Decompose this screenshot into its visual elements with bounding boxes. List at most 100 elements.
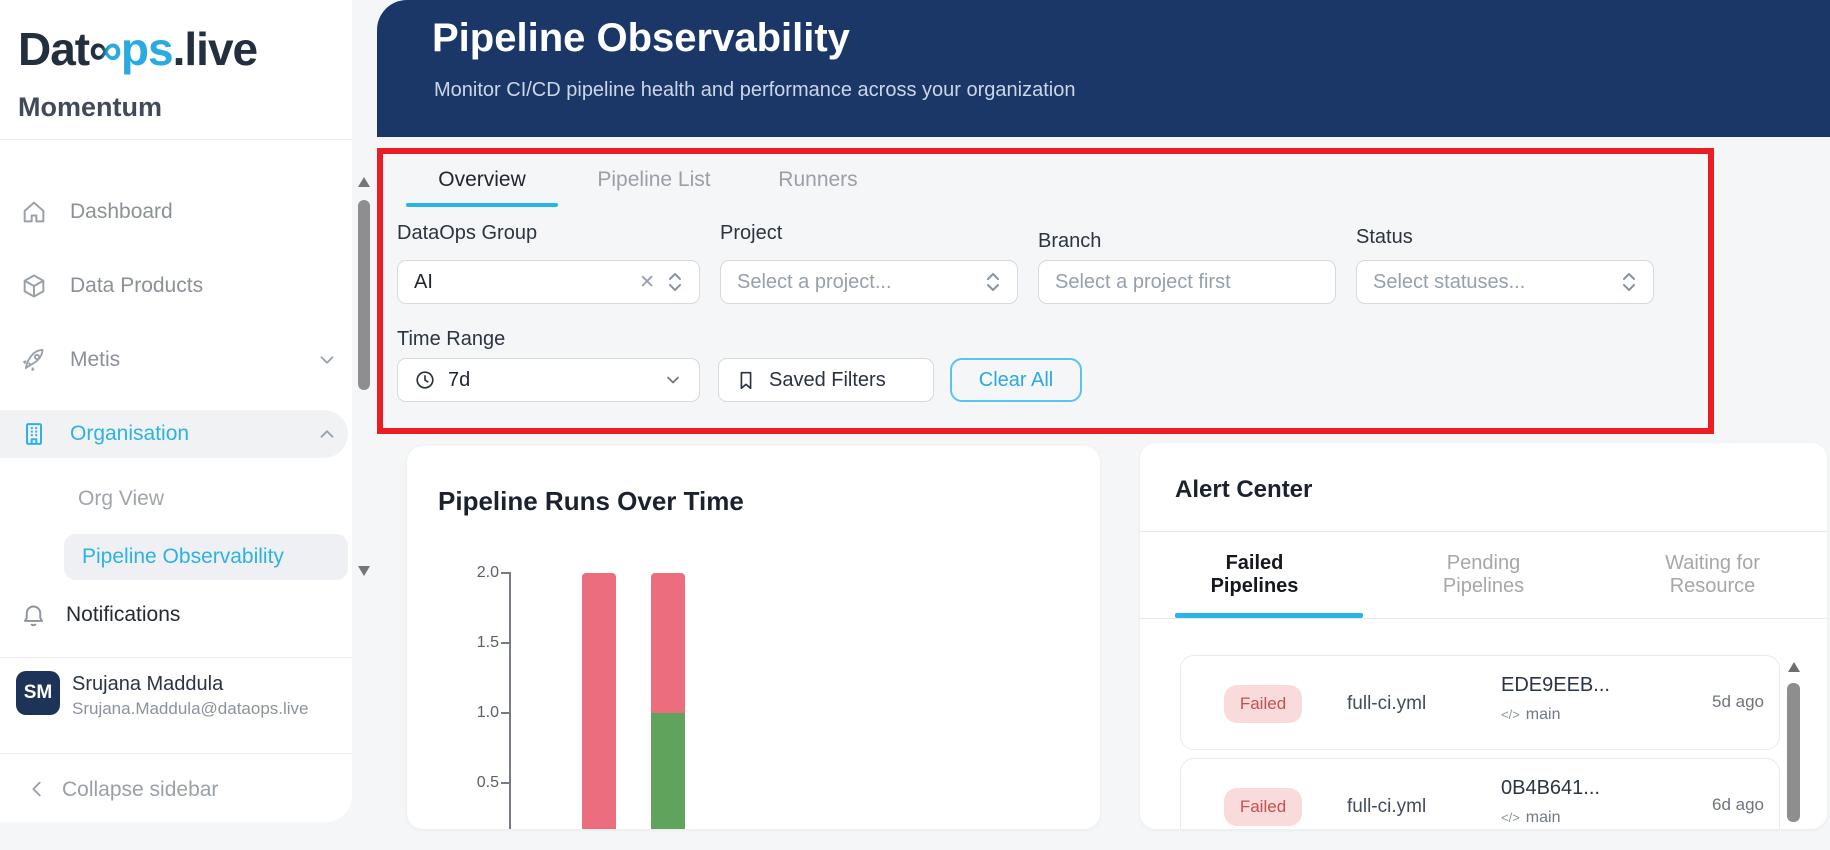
sidebar-item-pipeline-observability[interactable]: Pipeline Observability	[64, 534, 348, 580]
page-title: Pipeline Observability	[432, 16, 850, 60]
project-select[interactable]: Select a project...	[720, 260, 1018, 304]
alert-center-card: Alert Center Failed Pipelines Pending Pi…	[1140, 443, 1827, 829]
building-icon	[20, 420, 48, 448]
y-tick-label: 2.0	[476, 564, 499, 581]
tab-overview[interactable]: Overview	[406, 152, 558, 207]
status-label: Status	[1356, 226, 1413, 248]
time-range-select[interactable]: 7d	[397, 358, 700, 402]
alert-tabs: Failed Pipelines Pending Pipelines Waiti…	[1140, 532, 1827, 618]
code-icon: </>	[1501, 810, 1520, 825]
alert-tab-label: Pending Pipelines	[1442, 552, 1525, 597]
bar-segment-failed	[582, 573, 616, 829]
alert-list-item[interactable]: Failed full-ci.yml 0B4B641... </> main 6d…	[1180, 758, 1780, 829]
branch-select[interactable]: Select a project first	[1038, 260, 1336, 304]
clear-selection-icon[interactable]: ✕	[639, 271, 655, 293]
rocket-icon	[20, 346, 48, 374]
status-select[interactable]: Select statuses...	[1356, 260, 1654, 304]
collapse-sidebar-button[interactable]: Collapse sidebar	[0, 768, 352, 812]
tab-pipeline-list[interactable]: Pipeline List	[574, 152, 734, 207]
cube-icon	[20, 272, 48, 300]
chart-title: Pipeline Runs Over Time	[438, 486, 744, 516]
alert-tab-label: Failed Pipelines	[1210, 552, 1299, 597]
sidebar-item-label: Notifications	[66, 603, 181, 626]
user-name: Srujana Maddula	[72, 673, 224, 695]
sidebar-item-label: Dashboard	[70, 200, 173, 223]
tab-label: Overview	[438, 167, 526, 191]
alert-center-title: Alert Center	[1175, 476, 1313, 503]
y-tick-label: 1.5	[476, 634, 499, 651]
active-tab-underline	[406, 203, 558, 207]
tab-failed-pipelines[interactable]: Failed Pipelines	[1140, 532, 1369, 618]
collapse-sidebar-label: Collapse sidebar	[62, 778, 219, 801]
sidebar-item-dashboard[interactable]: Dashboard	[0, 188, 352, 236]
branch-name: main	[1525, 706, 1561, 723]
clear-all-label: Clear All	[978, 368, 1054, 391]
sidebar-item-data-products[interactable]: Data Products	[0, 262, 352, 310]
sidebar-subitem-label: Pipeline Observability	[82, 545, 284, 568]
dataops-live-logo: Dat∞ps.live	[18, 22, 258, 76]
time-range-label: Time Range	[397, 328, 506, 350]
page-header: Pipeline Observability Monitor CI/CD pip…	[377, 0, 1830, 137]
code-icon: </>	[1501, 707, 1520, 722]
sidebar-divider	[0, 657, 352, 658]
logo-text: Dat	[18, 23, 90, 75]
page-subtitle: Monitor CI/CD pipeline health and perfor…	[434, 79, 1076, 101]
alert-scroll-up-arrow[interactable]	[1788, 662, 1800, 672]
product-name: Momentum	[18, 92, 162, 122]
commit-hash: EDE9EEB...	[1501, 674, 1610, 696]
sidebar-item-notifications[interactable]: Notifications	[0, 593, 352, 637]
y-tick-mark	[501, 782, 511, 784]
clock-icon	[414, 369, 436, 391]
tab-waiting-for-resource[interactable]: Waiting for Resource	[1598, 532, 1827, 618]
status-placeholder: Select statuses...	[1373, 270, 1526, 293]
combobox-updown-icon	[985, 269, 1001, 295]
user-email: Srujana.Maddula@dataops.live	[72, 699, 309, 718]
branch-name: main	[1525, 809, 1561, 826]
divider	[1140, 531, 1827, 532]
divider	[1140, 618, 1827, 619]
alert-tab-label: Waiting for Resource	[1665, 552, 1760, 597]
alert-scrollbar-thumb[interactable]	[1787, 683, 1800, 822]
status-badge: Failed	[1224, 788, 1302, 826]
chevron-down-icon	[316, 349, 338, 371]
alert-list-item[interactable]: Failed full-ci.yml EDE9EEB... </> main 5d…	[1180, 655, 1780, 750]
avatar[interactable]: SM	[16, 671, 60, 715]
sidebar-item-organisation[interactable]: Organisation	[0, 410, 348, 458]
sidebar-item-org-view[interactable]: Org View	[0, 475, 352, 523]
branch-label: Branch	[1038, 230, 1102, 252]
dataops-group-value: AI	[414, 270, 433, 293]
sidebar-scrollbar-thumb[interactable]	[358, 200, 370, 390]
bell-icon	[20, 602, 47, 629]
sidebar-item-label: Organisation	[70, 422, 190, 445]
pipeline-runs-card: Pipeline Runs Over Time 2.0 1.5 1.0 0.5	[407, 446, 1100, 829]
clear-all-button[interactable]: Clear All	[950, 358, 1082, 402]
tab-pending-pipelines[interactable]: Pending Pipelines	[1369, 532, 1598, 618]
sidebar-scroll-up-arrow[interactable]	[358, 177, 370, 187]
sidebar-divider	[0, 139, 352, 140]
home-icon	[20, 198, 48, 226]
bar-segment-failed	[651, 573, 685, 713]
status-badge: Failed	[1224, 685, 1302, 723]
y-tick-label: 1.0	[476, 704, 499, 721]
timestamp: 5d ago	[1712, 692, 1764, 711]
sidebar-item-metis[interactable]: Metis	[0, 336, 352, 384]
branch-placeholder: Select a project first	[1055, 270, 1231, 293]
sidebar-subitem-label: Org View	[78, 487, 164, 510]
saved-filters-button[interactable]: Saved Filters	[718, 358, 934, 402]
bookmark-icon	[735, 369, 757, 391]
logo-text-cyan: ps	[120, 23, 174, 75]
dataops-group-label: DataOps Group	[397, 222, 538, 244]
chevron-down-icon	[663, 370, 683, 390]
active-tab-underline	[1175, 613, 1363, 618]
branch-info: </> main	[1501, 809, 1560, 827]
y-tick-mark	[501, 712, 511, 714]
chevron-left-icon	[26, 778, 48, 800]
sidebar: Dat∞ps.live Momentum Dashboard Data Prod…	[0, 0, 352, 822]
y-tick-label: 0.5	[476, 774, 499, 791]
tab-runners[interactable]: Runners	[750, 152, 886, 207]
timestamp: 6d ago	[1712, 795, 1764, 814]
sidebar-scroll-down-arrow[interactable]	[358, 566, 370, 576]
sidebar-item-label: Metis	[70, 348, 121, 371]
dataops-group-select[interactable]: AI ✕	[397, 260, 700, 304]
